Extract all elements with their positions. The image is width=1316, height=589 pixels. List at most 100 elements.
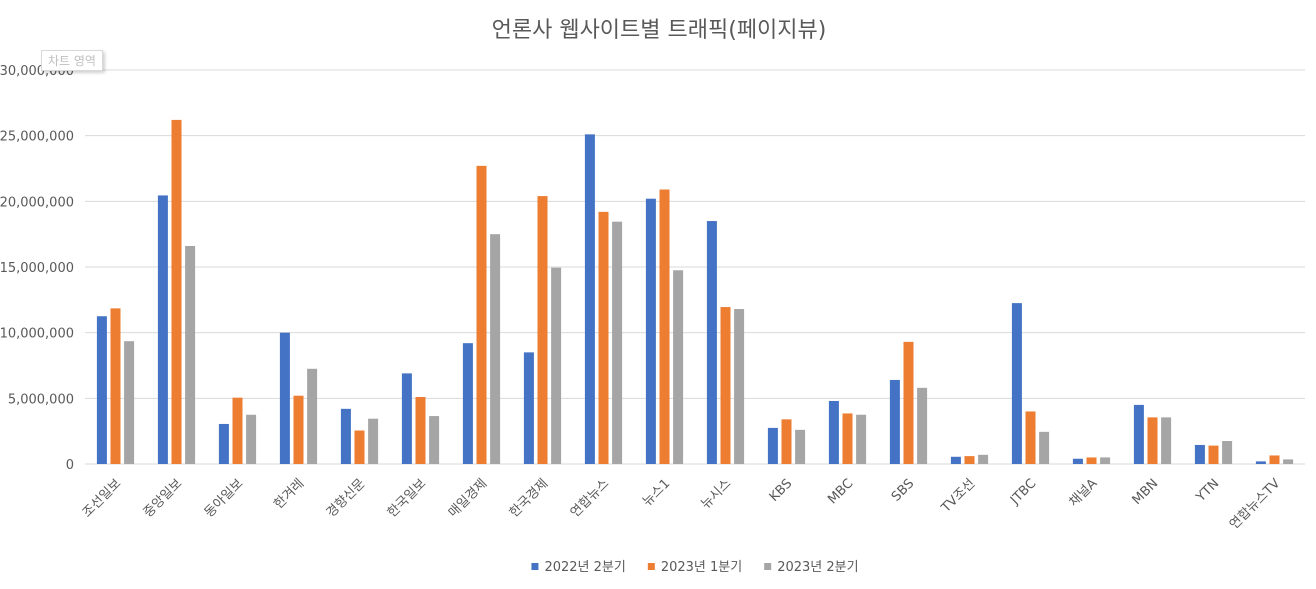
bar xyxy=(767,427,778,464)
legend-label: 2023년 1분기 xyxy=(661,560,742,575)
bar xyxy=(1025,411,1036,464)
bar xyxy=(856,414,867,464)
bar xyxy=(1255,461,1266,464)
chart-title: 언론사 웹사이트별 트래픽(페이지뷰) xyxy=(492,18,827,43)
y-tick-label: 15,000,000 xyxy=(0,261,74,276)
y-tick-label: 10,000,000 xyxy=(0,327,74,342)
bar xyxy=(401,373,412,464)
bar xyxy=(1039,431,1050,464)
legend-item: 2022년 2분기 xyxy=(531,560,626,575)
bar xyxy=(659,189,670,464)
legend-item: 2023년 1분기 xyxy=(647,560,742,575)
x-category-label: 중앙일보 xyxy=(141,476,185,520)
bar xyxy=(293,395,304,464)
bar xyxy=(1269,455,1280,464)
bar xyxy=(185,245,196,464)
bar xyxy=(354,430,365,464)
bar xyxy=(476,165,487,464)
bar xyxy=(429,416,440,464)
x-category-label: MBC xyxy=(825,476,856,507)
bar xyxy=(218,423,229,464)
x-category-label: 뉴시스 xyxy=(698,476,734,512)
bar xyxy=(903,341,914,464)
bar xyxy=(917,387,928,464)
bar xyxy=(246,414,257,464)
bars xyxy=(96,119,1294,464)
bar xyxy=(537,196,548,464)
x-category-label: 한겨레 xyxy=(271,476,307,512)
bar xyxy=(978,454,989,464)
x-category-label: 매일경제 xyxy=(446,476,490,520)
x-category-label: 한국경제 xyxy=(507,476,551,520)
bar xyxy=(842,413,853,464)
x-category-label: 조선일보 xyxy=(80,476,124,520)
y-tick-label: 20,000,000 xyxy=(0,195,74,210)
y-tick-label: 0 xyxy=(66,458,74,473)
legend-swatch xyxy=(531,563,539,570)
legend-label: 2023년 2분기 xyxy=(777,560,858,575)
x-category-label: 채널A xyxy=(1067,476,1101,510)
bar xyxy=(415,397,426,464)
bar xyxy=(1133,404,1144,464)
bar xyxy=(171,119,182,464)
bar xyxy=(340,408,351,464)
bar xyxy=(490,234,501,464)
bar xyxy=(523,352,534,464)
bar xyxy=(1161,417,1172,464)
bar xyxy=(110,308,121,464)
bar xyxy=(551,267,562,464)
x-category-label: 연합뉴스TV xyxy=(1227,476,1283,532)
x-category-label: JTBC xyxy=(1007,476,1039,508)
bar xyxy=(673,270,684,464)
bar xyxy=(1072,458,1083,464)
bar xyxy=(598,211,609,464)
x-category-label: 연합뉴스 xyxy=(568,476,612,520)
x-category-label: KBS xyxy=(767,476,796,505)
bar xyxy=(1222,441,1233,464)
legend-item: 2023년 2분기 xyxy=(764,560,859,575)
bar xyxy=(706,221,717,464)
x-category-label: 한국일보 xyxy=(385,476,429,520)
legend-label: 2022년 2분기 xyxy=(544,560,625,575)
bar xyxy=(781,419,792,464)
bar xyxy=(124,341,135,464)
x-category-label: MBN xyxy=(1130,476,1162,508)
bar xyxy=(889,379,900,464)
x-axis-categories: 조선일보 중앙일보 동아일보 한겨레 경향신문 한국일보 매일경제 한국경제 연합뉴스 뉴스1 뉴시… xyxy=(80,476,1284,532)
bar xyxy=(1086,457,1097,464)
legend-swatch xyxy=(647,563,655,570)
x-category-label: 뉴스1 xyxy=(640,476,673,509)
bar xyxy=(279,332,290,464)
y-axis-ticks: 0 5,000,000 10,000,000 15,000,000 20,000,000… xyxy=(0,64,74,473)
x-category-label: 경향신문 xyxy=(324,476,368,520)
bar xyxy=(368,418,379,464)
bar xyxy=(1011,303,1022,464)
bar xyxy=(1283,459,1294,464)
bar xyxy=(1100,457,1111,464)
gridlines xyxy=(85,69,1305,465)
legend: 2022년 2분기 2023년 1분기 2023년 2분기 xyxy=(531,560,859,575)
y-tick-label: 5,000,000 xyxy=(8,392,74,407)
chart-area-tag: 차트 영역 xyxy=(41,50,103,71)
bar xyxy=(950,456,961,464)
bar xyxy=(462,343,473,464)
x-category-label: 동아일보 xyxy=(202,476,246,520)
x-category-label: SBS xyxy=(889,476,917,504)
bar xyxy=(307,368,318,464)
bar xyxy=(612,221,623,464)
bar xyxy=(1194,444,1205,464)
bar xyxy=(828,400,839,464)
bar xyxy=(96,316,107,464)
bar xyxy=(157,195,168,464)
bar xyxy=(584,134,595,464)
x-category-label: TV조선 xyxy=(938,476,978,516)
bar xyxy=(734,309,745,464)
legend-swatch xyxy=(764,563,772,570)
bar xyxy=(964,456,975,464)
bar xyxy=(720,307,731,464)
y-tick-label: 25,000,000 xyxy=(0,130,74,145)
bar xyxy=(232,397,243,464)
bar xyxy=(1208,445,1219,464)
